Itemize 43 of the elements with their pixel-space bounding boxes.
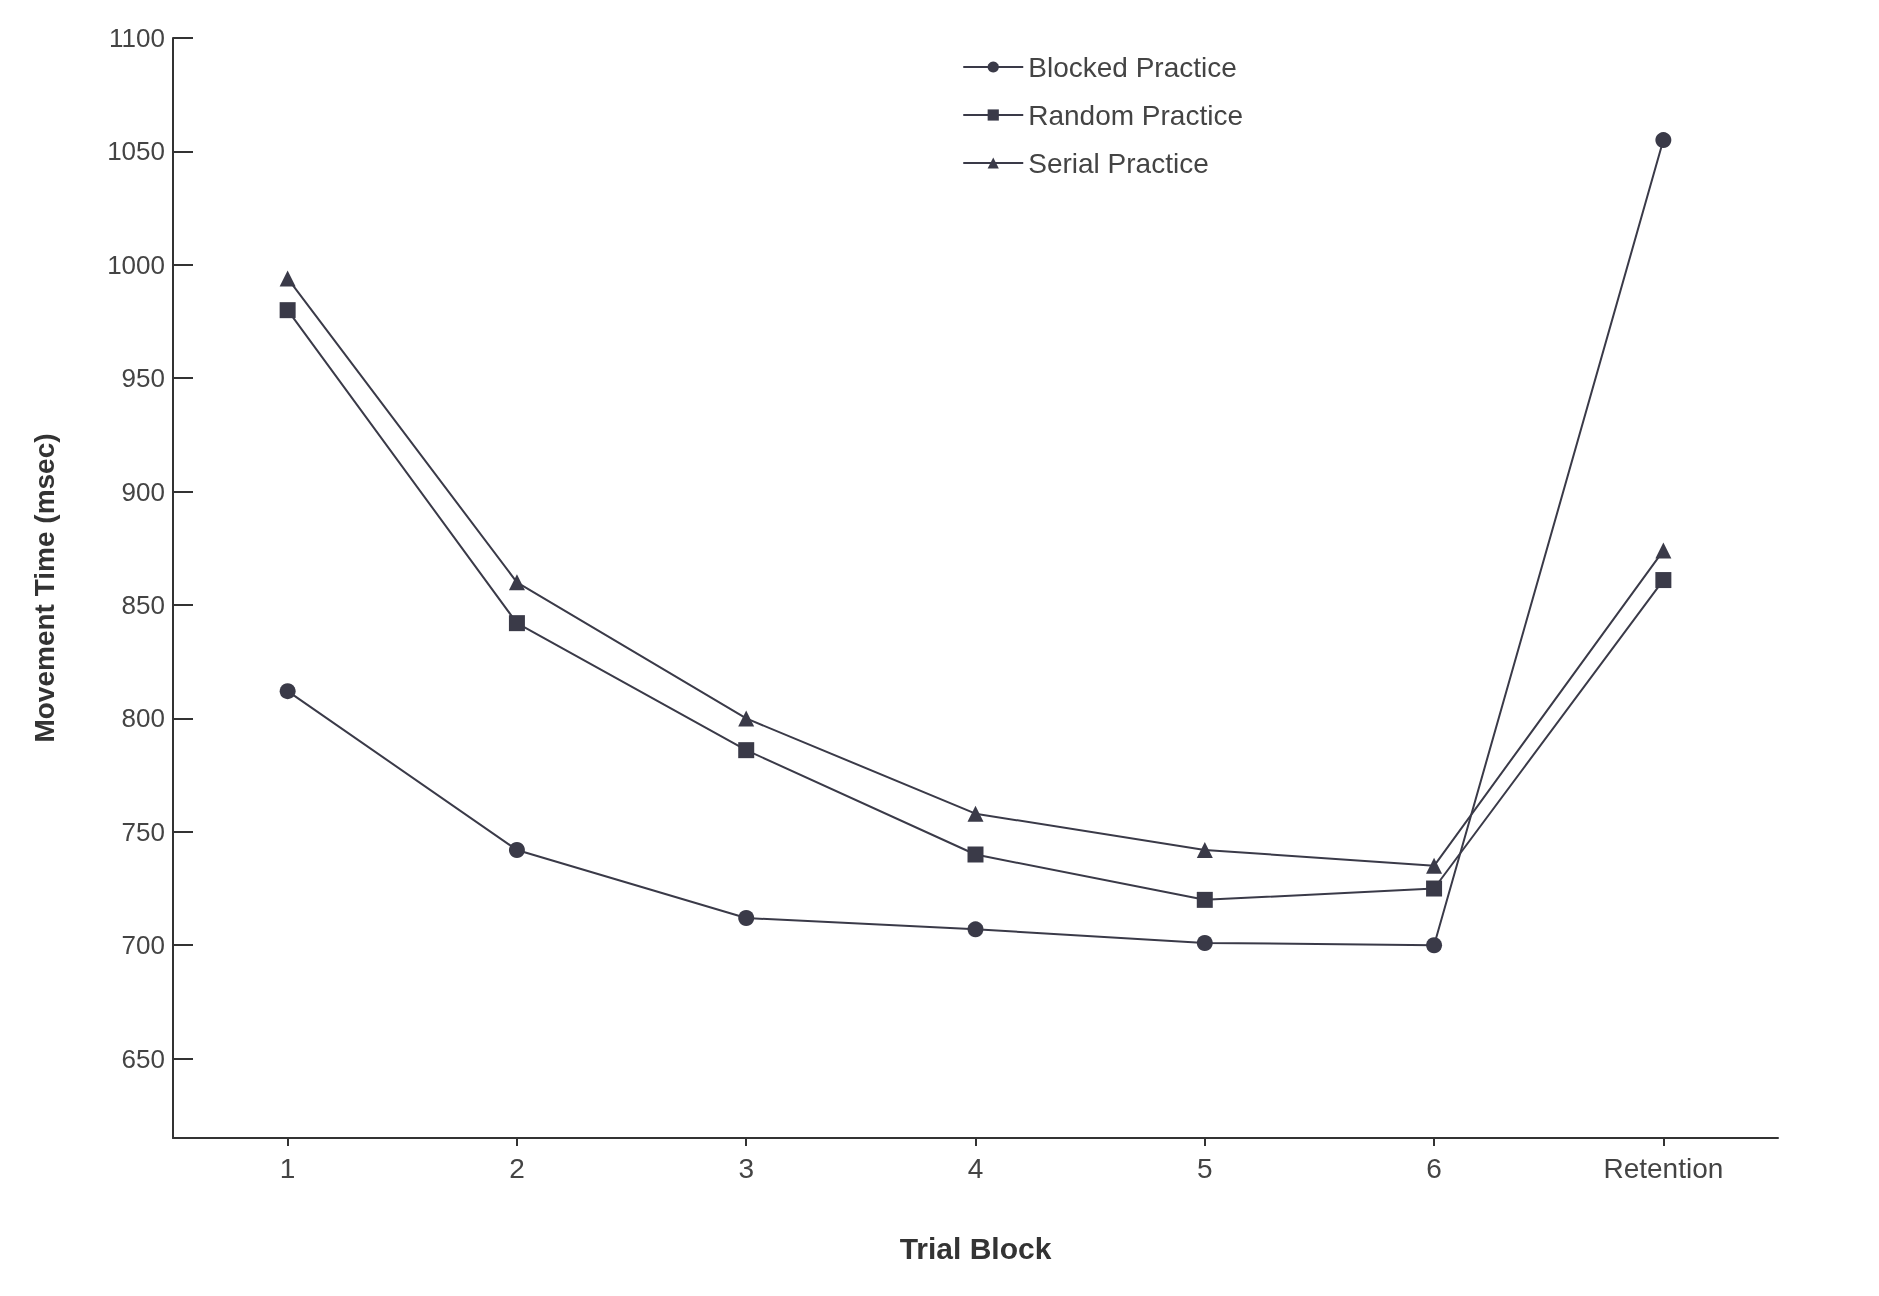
point	[1655, 132, 1672, 149]
y-tick-label: 900	[121, 476, 165, 507]
y-tick-label: 650	[121, 1043, 165, 1074]
point	[508, 615, 525, 632]
y-axis-title: Movement Time (msec)	[28, 433, 60, 743]
point	[508, 574, 525, 591]
point	[279, 270, 296, 287]
y-tick-label: 950	[121, 363, 165, 394]
point	[1196, 934, 1213, 951]
y-tick-label: 750	[121, 816, 165, 847]
legend-label: Serial Practice	[1028, 147, 1209, 179]
x-tick-label: 1	[279, 1152, 296, 1184]
y-tick-label: 700	[121, 930, 165, 961]
x-tick-label: Retention	[1603, 1152, 1724, 1184]
x-tick-label: 4	[967, 1152, 984, 1184]
point	[508, 841, 525, 858]
y-tick-label: 1000	[107, 249, 165, 280]
y-tick-label: 1100	[109, 23, 165, 53]
point	[1426, 857, 1443, 874]
legend-label: Blocked Practice	[1028, 51, 1237, 83]
point	[1196, 891, 1213, 908]
point	[967, 921, 984, 938]
point	[738, 910, 755, 926]
legend-label: Random Practice	[1028, 99, 1244, 131]
point	[738, 742, 755, 759]
x-tick-label: 3	[738, 1152, 754, 1184]
x-tick-label: 2	[509, 1152, 525, 1184]
point	[1196, 841, 1213, 858]
y-tick-label: 800	[121, 703, 165, 734]
point	[279, 683, 296, 700]
point	[967, 846, 984, 863]
point	[1655, 542, 1672, 559]
y-tick-label: 850	[121, 590, 165, 621]
point	[738, 710, 755, 727]
x-axis-title: Trial Block	[899, 1231, 1052, 1265]
point	[967, 805, 984, 822]
point	[1426, 937, 1443, 954]
point	[1426, 880, 1443, 897]
point	[279, 302, 296, 319]
point	[1655, 572, 1672, 589]
y-tick-label: 1050	[107, 136, 165, 167]
x-tick-label: 6	[1426, 1152, 1442, 1184]
x-tick-label: 5	[1197, 1152, 1213, 1184]
